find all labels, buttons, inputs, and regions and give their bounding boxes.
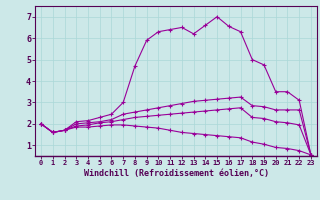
X-axis label: Windchill (Refroidissement éolien,°C): Windchill (Refroidissement éolien,°C) (84, 169, 268, 178)
